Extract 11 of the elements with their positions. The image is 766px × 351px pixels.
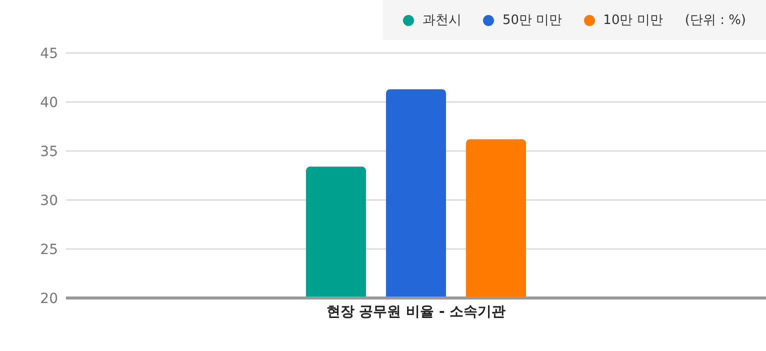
y-tick-label: 20 xyxy=(40,290,58,307)
x-tick-label: 현장 공무원 비율 - 소속기관 xyxy=(326,304,506,320)
y-tick-label: 25 xyxy=(40,242,58,258)
y-tick-label: 40 xyxy=(40,94,58,111)
legend-label: 10만 미만 xyxy=(602,12,663,29)
text: (단위 : %) xyxy=(684,12,746,29)
y-tick-label: 30 xyxy=(40,192,58,209)
y-tick-label: 45 xyxy=(40,46,58,62)
legend-label: 50만 미만 xyxy=(501,12,562,29)
y-tick-label: 35 xyxy=(40,144,58,160)
legend-label: 과천시 xyxy=(421,12,462,29)
